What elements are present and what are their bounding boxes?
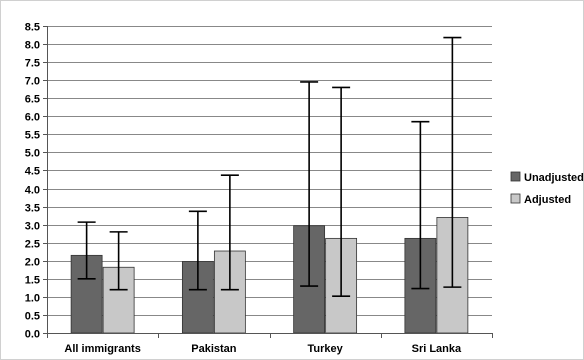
y-tick-label: 3.0 [25,221,40,233]
y-tick-label: 4.5 [25,166,40,178]
x-category-label: All immigrants [64,343,140,355]
y-tick-label: 2.0 [25,257,40,269]
y-tick-label: 8.5 [25,22,40,34]
y-tick-label: 3.5 [25,203,40,215]
legend-label-adjusted: Adjusted [524,194,571,206]
y-tick-label: 1.0 [25,293,40,305]
y-tick-label: 5.0 [25,148,40,160]
legend: Unadjusted Adjusted [510,171,584,206]
x-category-label: Sri Lanka [412,343,462,355]
legend-label-unadjusted: Unadjusted [524,172,584,184]
y-tick-label: 4.0 [25,185,40,197]
bars [70,36,469,334]
y-tick-label: 8.0 [25,40,40,52]
legend-swatch-adjusted [510,193,521,204]
y-tick-label: 2.5 [25,239,40,251]
axes: 0.0 0.5 1.0 1.5 2.0 2.5 3.0 3.5 4.0 4.5 5.0 5.5 6.0 6… [25,22,493,355]
y-tick-label: 0.5 [25,311,40,323]
x-category-label: Pakistan [191,343,237,355]
y-tick-label: 0.0 [25,329,40,341]
y-tick-label: 7.5 [25,58,40,70]
y-tick-label: 5.5 [25,130,40,142]
y-tick-label: 6.0 [25,112,40,124]
y-tick-label: 1.5 [25,275,40,287]
legend-swatch-unadjusted [510,171,521,182]
x-category-label: Turkey [307,343,343,355]
y-tick-label: 7.0 [25,76,40,88]
y-tick-label: 6.5 [25,94,40,106]
